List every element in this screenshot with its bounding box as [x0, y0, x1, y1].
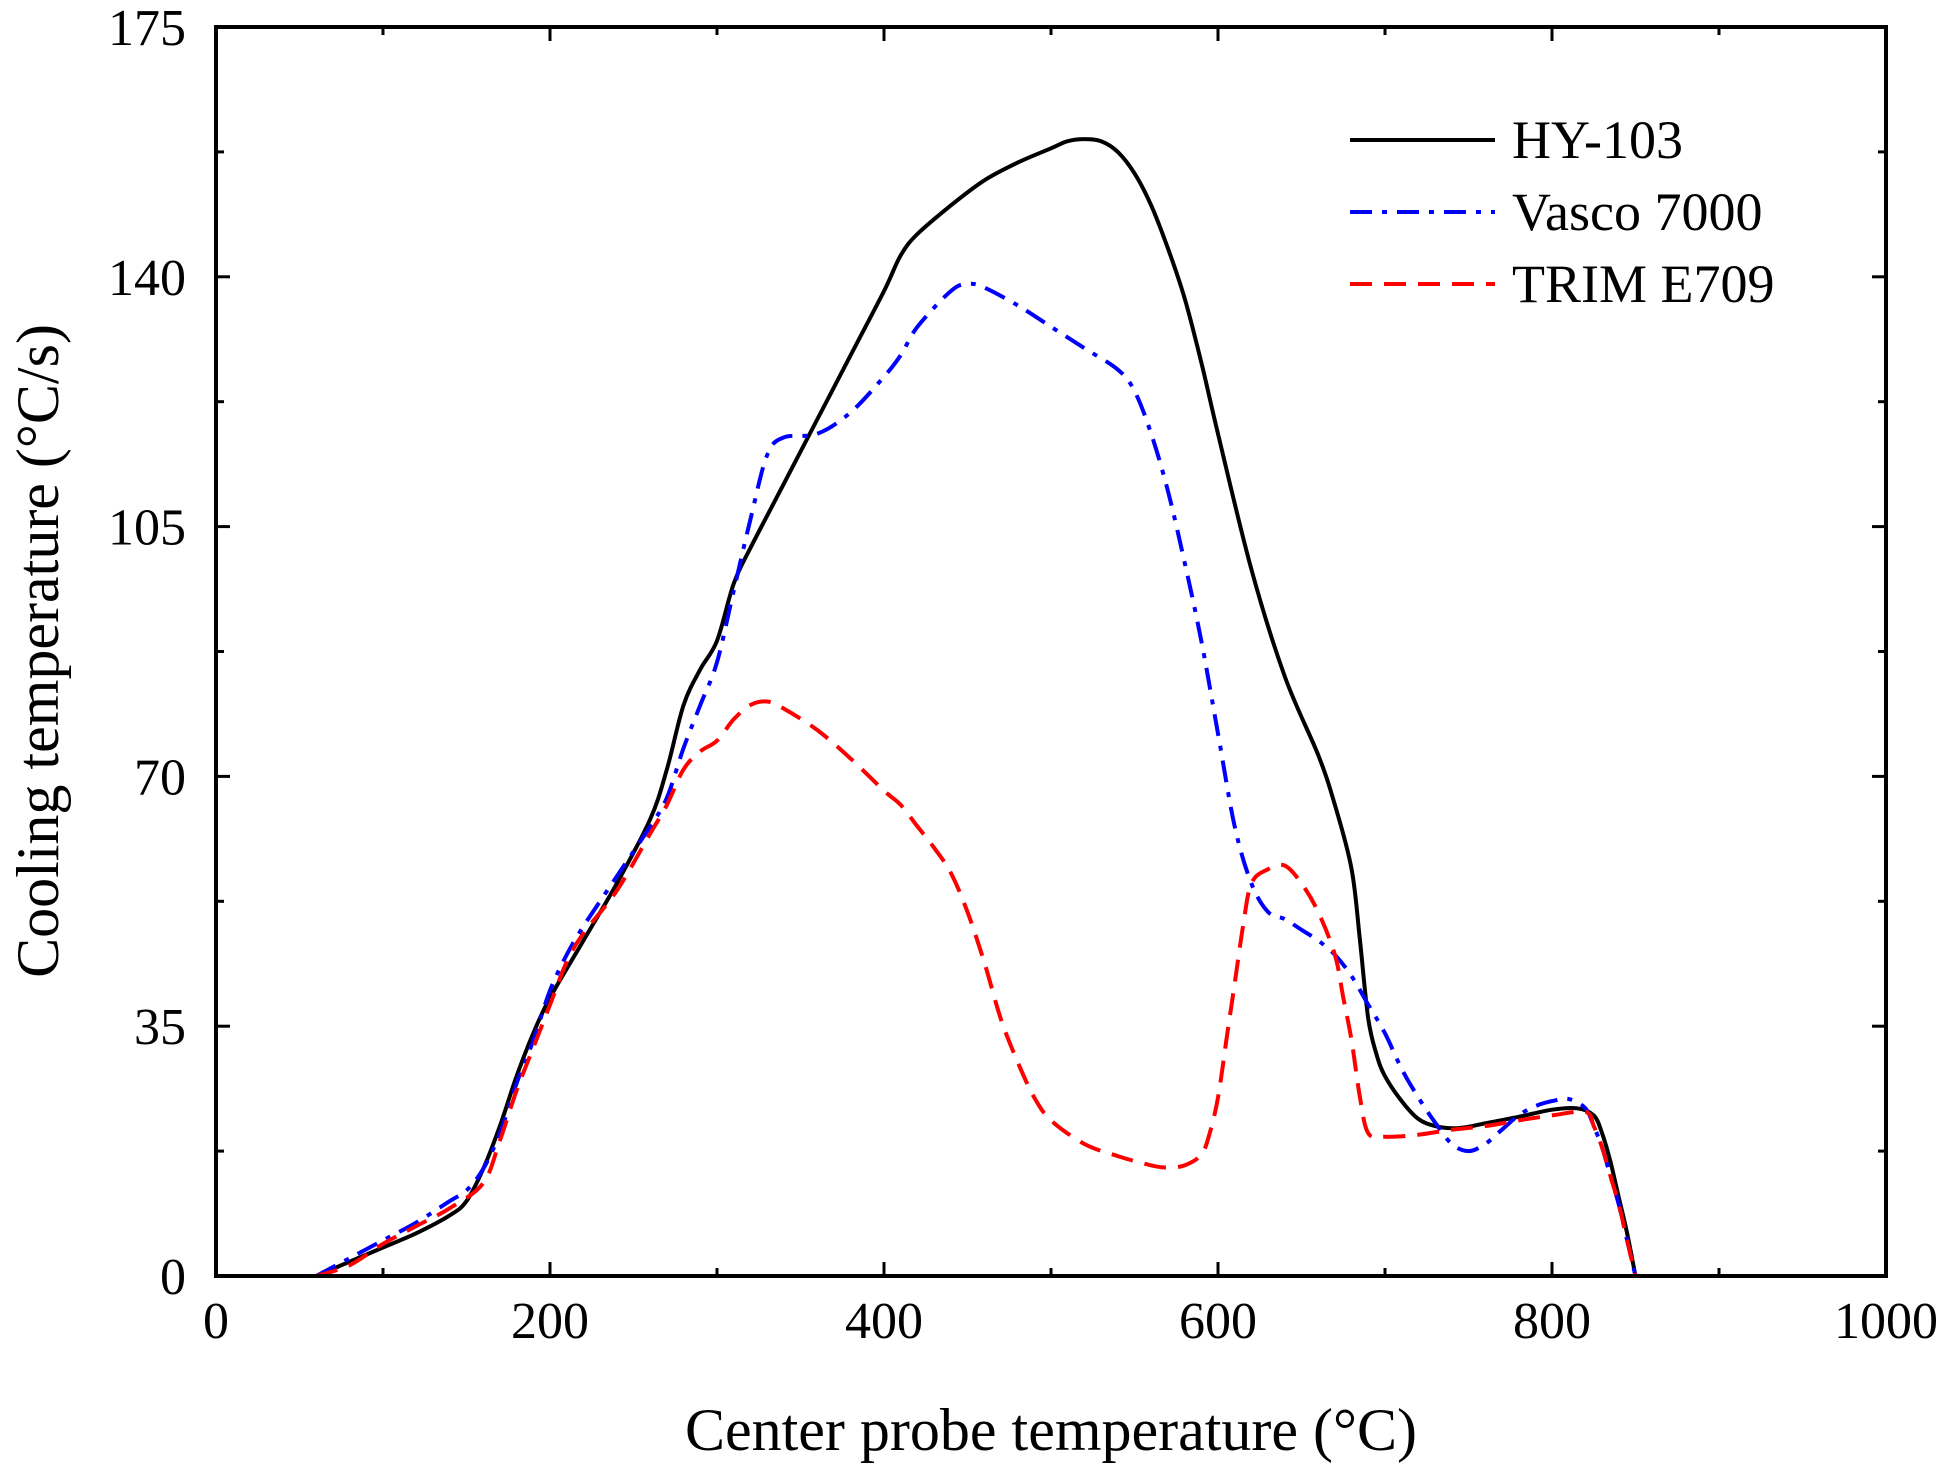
y-axis-title: Cooling temperature (°C/s) [5, 324, 71, 978]
y-tick-label: 35 [134, 999, 186, 1056]
y-tick-label: 0 [160, 1249, 186, 1306]
plot-area [214, 25, 1888, 1278]
plot-frame [214, 25, 1888, 1278]
legend: HY-103 Vasco 7000 TRIM E709 [1350, 110, 1775, 314]
series-line-hy-103 [315, 137, 1638, 1276]
x-tick-label: 600 [1179, 1293, 1257, 1350]
y-tick-label: 70 [134, 749, 186, 806]
legend-label-hy-103: HY-103 [1512, 110, 1683, 170]
x-tick-label: 0 [203, 1293, 229, 1350]
x-tick-label: 400 [845, 1293, 923, 1350]
ticks-layer: 0 200 400 600 800 1000 0 35 70 105 140 175 [108, 0, 1938, 1350]
x-tick-label: 800 [1513, 1293, 1591, 1350]
series-line-trim-e709 [315, 699, 1638, 1276]
y-tick-label: 175 [108, 0, 186, 57]
legend-label-trim-e709: TRIM E709 [1512, 254, 1775, 314]
y-tick-label: 140 [108, 250, 186, 307]
series-line-vasco-7000 [315, 281, 1638, 1276]
x-axis-title: Center probe temperature (°C) [685, 1397, 1417, 1463]
legend-label-vasco-7000: Vasco 7000 [1512, 182, 1762, 242]
x-tick-label: 200 [511, 1293, 589, 1350]
x-tick-label: 1000 [1834, 1293, 1938, 1350]
y-tick-label: 105 [108, 500, 186, 557]
